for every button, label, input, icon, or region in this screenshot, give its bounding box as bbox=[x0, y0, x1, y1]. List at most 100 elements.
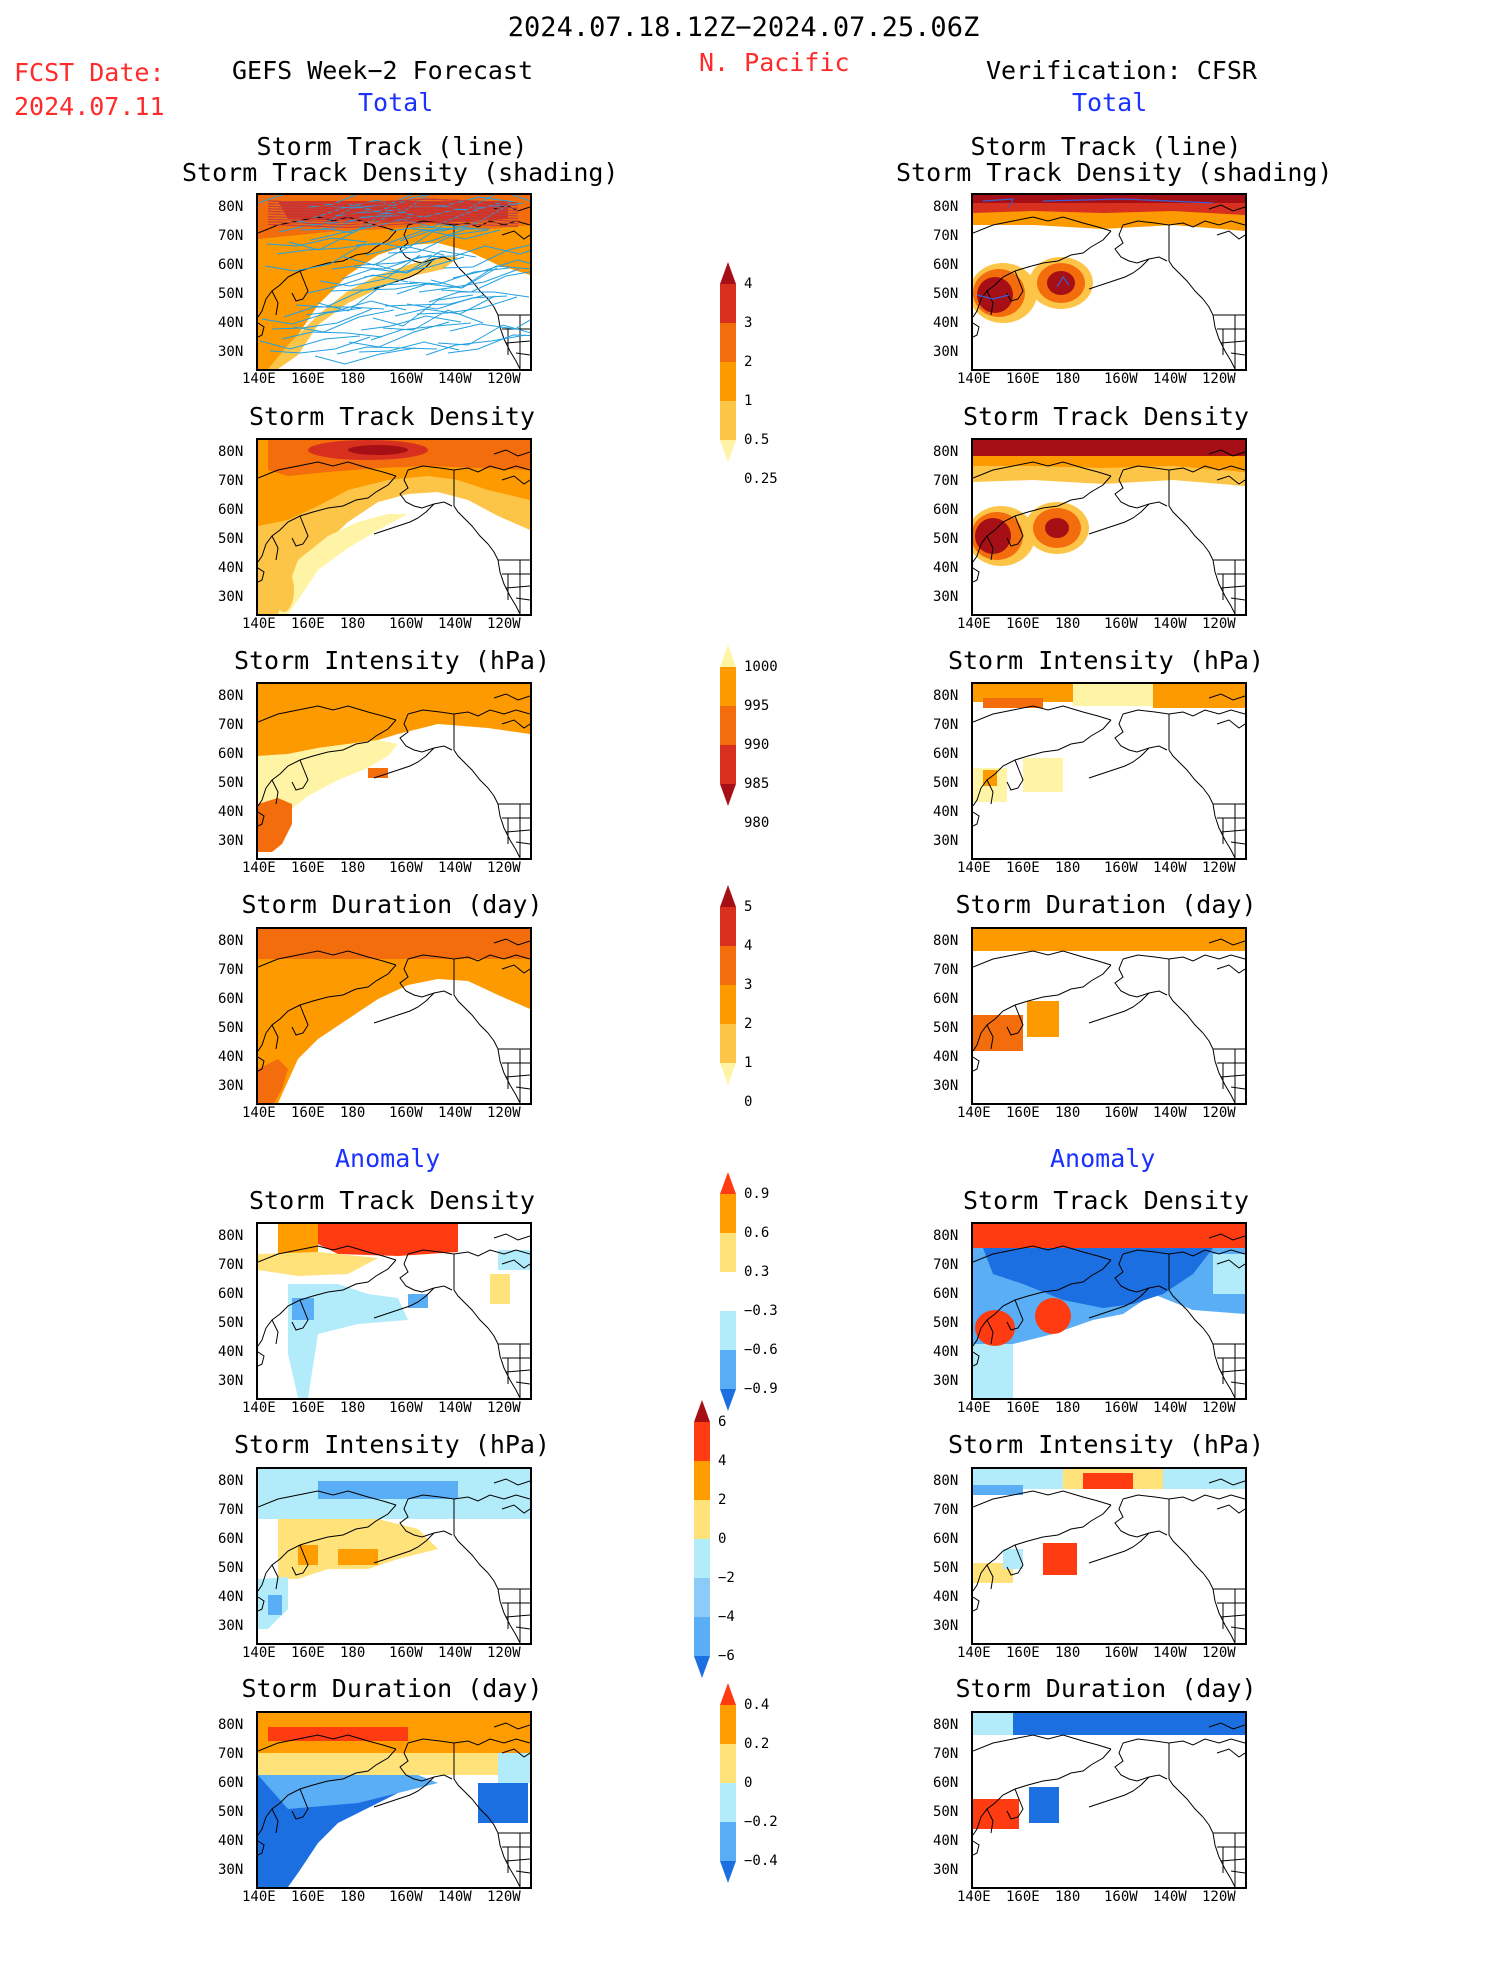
cfsr-intensity-title: Storm Intensity (hPa) bbox=[947, 646, 1265, 675]
lat-tick-label: 60N bbox=[218, 257, 244, 273]
storm-track-line bbox=[425, 334, 527, 356]
colorbar-segment bbox=[720, 1744, 736, 1783]
lon-tick-label: 180 bbox=[340, 616, 366, 632]
lon-tick-label: 140E bbox=[957, 1400, 991, 1416]
lon-tick-label: 180 bbox=[340, 371, 366, 387]
storm-track-line bbox=[976, 294, 1010, 300]
shade-cell bbox=[292, 1298, 314, 1320]
storm-track-line bbox=[264, 242, 366, 272]
lon-tick-label: 140E bbox=[242, 1645, 276, 1661]
fcst-date-label: FCST Date: bbox=[14, 58, 165, 87]
lat-tick-label: 80N bbox=[933, 1717, 959, 1733]
colorbar-label: −0.9 bbox=[744, 1381, 778, 1397]
coast-segment bbox=[980, 1748, 1112, 1818]
gefs-density-anom-title: Storm Track Density bbox=[249, 1186, 535, 1215]
lon-tick-label: 140E bbox=[957, 1889, 991, 1905]
coast-segment bbox=[258, 705, 397, 723]
coast-segment bbox=[1208, 1722, 1245, 1758]
colorbar-segment bbox=[720, 323, 736, 362]
colorbar-segment bbox=[720, 946, 736, 985]
colorbar-arrow bbox=[720, 1172, 736, 1194]
coast-segment bbox=[487, 1327, 521, 1398]
coastline bbox=[258, 1478, 530, 1643]
coast-segment bbox=[487, 1816, 521, 1887]
coast-segment bbox=[1168, 709, 1245, 717]
coast-segment bbox=[453, 709, 530, 717]
intensity-anom-colorbar: 6 4 2 0 −2 −4 −6 bbox=[692, 1400, 762, 1756]
coast-segment bbox=[265, 1259, 397, 1329]
colorbar-arrow bbox=[720, 1063, 736, 1085]
shade-cell bbox=[338, 1549, 378, 1565]
storm-track-line bbox=[281, 331, 383, 340]
lon-tick-label: 120W bbox=[487, 860, 521, 876]
storm-track-line bbox=[1056, 275, 1070, 288]
colorbar-label: 0.25 bbox=[744, 471, 778, 487]
coast-segment bbox=[1088, 1776, 1150, 1808]
colorbar-arrow bbox=[720, 1389, 736, 1411]
lon-tick-label: 120W bbox=[487, 1889, 521, 1905]
forecast-model-title: GEFS Week−2 Forecast bbox=[232, 56, 534, 85]
lat-tick-label: 30N bbox=[218, 1618, 244, 1634]
storm-track-line bbox=[293, 309, 395, 333]
cfsr-intensity-anom-map bbox=[971, 1467, 1247, 1645]
coastline bbox=[258, 1722, 530, 1887]
verification-title: Verification: CFSR bbox=[986, 56, 1257, 85]
coast-segment bbox=[1114, 1498, 1168, 1538]
colorbar-segment bbox=[694, 1500, 710, 1539]
coast-segment bbox=[973, 779, 994, 807]
lat-tick-label: 80N bbox=[218, 1473, 244, 1489]
coast-segment bbox=[265, 1504, 397, 1574]
lat-tick-label: 40N bbox=[218, 560, 244, 576]
lat-tick-label: 40N bbox=[933, 1589, 959, 1605]
lon-tick-label: 140W bbox=[1153, 1400, 1187, 1416]
coast-segment bbox=[973, 1490, 1112, 1508]
coast-segment bbox=[1122, 465, 1204, 545]
lon-tick-label: 160W bbox=[1104, 1400, 1138, 1416]
storm-track-line bbox=[276, 242, 378, 255]
gefs-intensity-map bbox=[256, 682, 532, 860]
lon-tick-label: 120W bbox=[1202, 1400, 1236, 1416]
cfsr-track-title-1: Storm Track (line) bbox=[970, 132, 1242, 161]
coast-segment bbox=[493, 449, 530, 485]
coast-segment bbox=[1213, 314, 1245, 369]
lat-tick-label: 40N bbox=[933, 1344, 959, 1360]
coastline bbox=[973, 693, 1245, 858]
coast-segment bbox=[973, 1734, 1112, 1752]
lat-tick-label: 70N bbox=[218, 962, 244, 978]
lon-tick-label: 140E bbox=[242, 1889, 276, 1905]
gefs-duration-map bbox=[256, 927, 532, 1105]
gefs-duration-title: Storm Duration (day) bbox=[241, 890, 543, 919]
coast-segment bbox=[373, 747, 435, 779]
lon-tick-label: 120W bbox=[487, 1645, 521, 1661]
region-title: N. Pacific bbox=[699, 48, 850, 77]
coast-segment bbox=[373, 1532, 435, 1564]
colorbar-label: 0.9 bbox=[744, 1186, 770, 1202]
storm-track-line bbox=[375, 250, 477, 274]
lon-tick-label: 120W bbox=[1202, 616, 1236, 632]
lon-tick-label: 180 bbox=[1055, 616, 1081, 632]
colorbar-label: 2 bbox=[744, 354, 753, 370]
lat-tick-label: 40N bbox=[218, 1344, 244, 1360]
lat-tick-label: 60N bbox=[218, 502, 244, 518]
density-blob bbox=[1045, 518, 1069, 538]
coast-segment bbox=[291, 1004, 309, 1036]
shade-cell bbox=[1083, 1473, 1133, 1489]
gefs-track-title-1: Storm Track (line) bbox=[256, 132, 528, 161]
lon-tick-label: 160W bbox=[389, 1889, 423, 1905]
lat-tick-label: 80N bbox=[933, 199, 959, 215]
lon-tick-label: 160W bbox=[389, 860, 423, 876]
colorbar-segment bbox=[720, 1783, 736, 1822]
storm-track-line bbox=[341, 255, 443, 280]
coast-segment bbox=[1006, 1299, 1024, 1331]
lon-tick-label: 160W bbox=[389, 1645, 423, 1661]
lat-tick-label: 80N bbox=[933, 1228, 959, 1244]
lat-tick-label: 70N bbox=[218, 1502, 244, 1518]
coast-segment bbox=[980, 230, 1112, 300]
coast-segment bbox=[1122, 220, 1204, 300]
lat-tick-label: 50N bbox=[218, 1804, 244, 1820]
lat-tick-label: 80N bbox=[218, 933, 244, 949]
coastline bbox=[258, 693, 530, 858]
lon-tick-label: 140W bbox=[1153, 1645, 1187, 1661]
lat-tick-label: 80N bbox=[218, 1717, 244, 1733]
coast-segment bbox=[1202, 543, 1236, 614]
